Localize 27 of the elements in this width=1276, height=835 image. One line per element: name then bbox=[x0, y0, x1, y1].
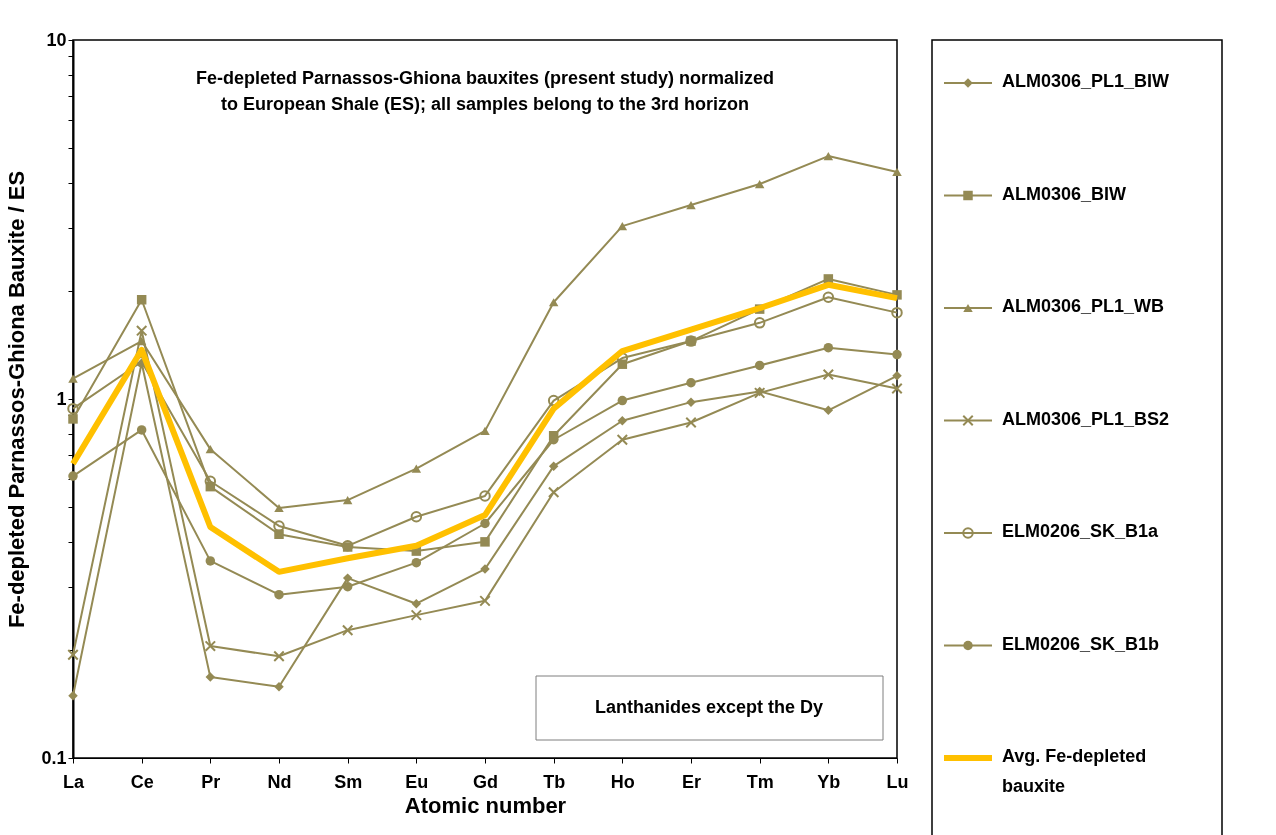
x-tick-label: Gd bbox=[473, 771, 498, 792]
x-tick-label: Lu bbox=[886, 771, 909, 792]
x-axis-title: Atomic number bbox=[404, 792, 567, 818]
x-tick-label: Tm bbox=[746, 771, 774, 792]
x-tick-label: Tb bbox=[543, 771, 566, 792]
legend-label: Avg. Fe-depleted bauxite bbox=[1002, 746, 1147, 796]
x-tick-label: Ho bbox=[610, 771, 635, 792]
y-tick-label: 1 bbox=[56, 388, 67, 409]
legend-label: ELM0206_SK_B1b bbox=[1002, 633, 1160, 654]
legend-label: ALM0306_BIW bbox=[1002, 183, 1127, 204]
x-tick-label: Ce bbox=[130, 771, 154, 792]
x-tick-label: La bbox=[62, 771, 85, 792]
x-tick-label: Yb bbox=[817, 771, 841, 792]
x-tick-label: Pr bbox=[201, 771, 221, 792]
x-tick-label: Eu bbox=[405, 771, 429, 792]
annotation: Lanthanides except the Dy bbox=[594, 697, 824, 717]
x-tick-label: Er bbox=[681, 771, 702, 792]
text: Fe-depleted Parnassos-Ghiona bauxites (present study) normalized to European Shale (ES); all samples belong to the 3rd horizon bbox=[195, 68, 775, 114]
legend-label: ALM0306_PL1_BS2 bbox=[1002, 408, 1170, 429]
legend-label: ALM0306_PL1_BIW bbox=[1002, 71, 1170, 91]
legend-label: ELM0206_SK_B1a bbox=[1002, 521, 1160, 541]
x-tick-label: Nd bbox=[267, 771, 292, 792]
y-tick-label: 0.1 bbox=[41, 747, 67, 768]
y-axis-title: Fe-depleted Parnassos-Ghiona Bauxite / ES bbox=[4, 170, 30, 629]
legend-label: ALM0306_PL1_WB bbox=[1002, 296, 1165, 316]
y-tick-label: 10 bbox=[46, 29, 67, 50]
x-tick-label: Sm bbox=[334, 771, 363, 792]
